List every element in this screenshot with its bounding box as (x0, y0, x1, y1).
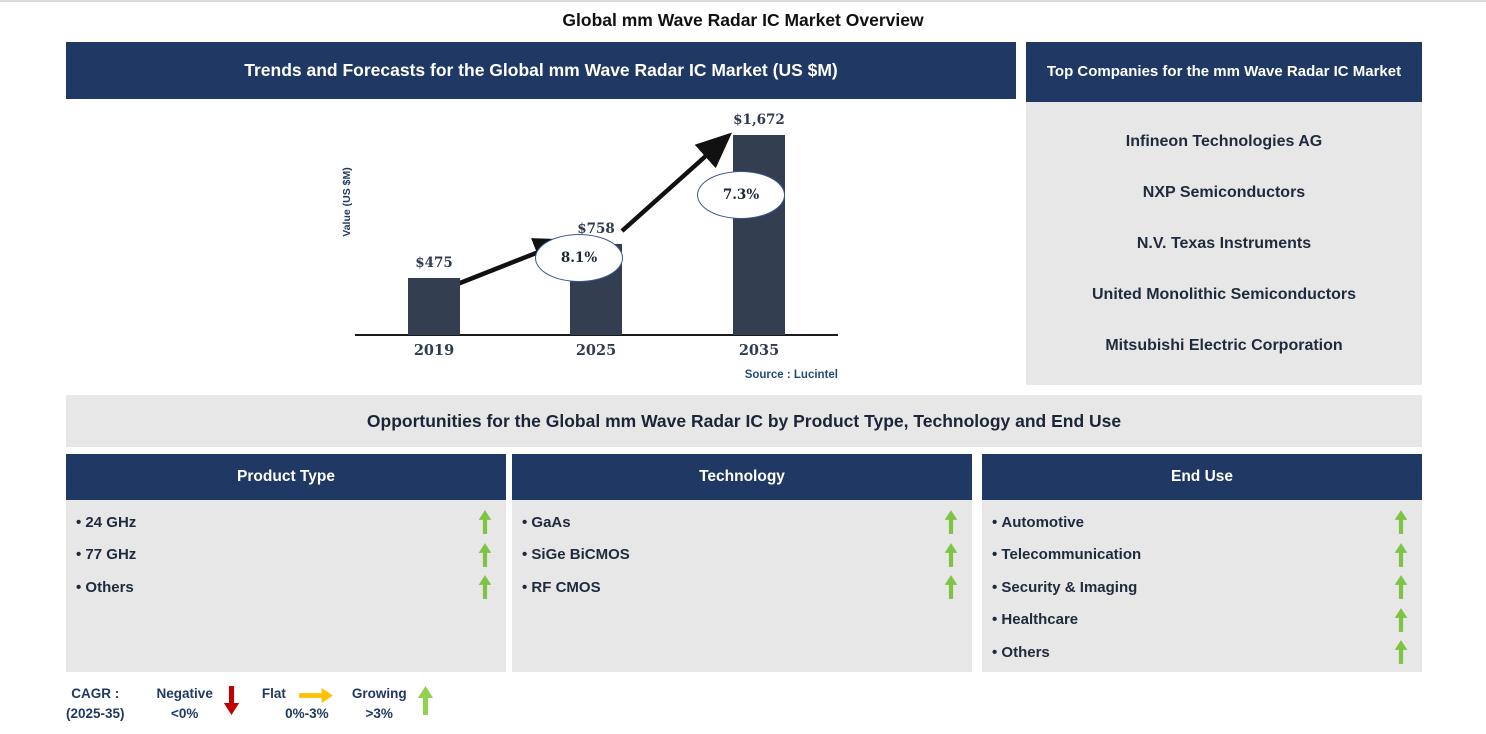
growing-up-arrow-icon (478, 510, 492, 534)
cagr-bubble-label: 8.1% (560, 250, 598, 266)
bar-group-2035: $1,672 (733, 112, 785, 335)
page-title: Global mm Wave Radar IC Market Overview (562, 10, 924, 30)
technology-list: GaAs SiGe BiCMOS RF CMOS (512, 500, 972, 672)
cagr-label: CAGR : (71, 686, 120, 701)
legend-growing-range: >3% (365, 705, 393, 721)
top-companies-header: Top Companies for the mm Wave Radar IC M… (1026, 42, 1422, 102)
bar-2019 (408, 278, 460, 335)
item-label: SiGe BiCMOS (522, 546, 944, 563)
item-label: RF CMOS (522, 579, 944, 596)
x-tick-2019: 2019 (413, 342, 455, 359)
technology-column: Technology GaAs SiGe BiCMOS RF CMOS (512, 454, 972, 672)
item-label: Others (992, 644, 1394, 661)
x-tick-2035: 2035 (738, 342, 780, 359)
legend-flat-label: Flat (261, 686, 286, 701)
list-item: Telecommunication (992, 539, 1408, 572)
end-use-column: End Use Automotive Telecommunication Sec… (982, 454, 1422, 672)
company-name: N.V. Texas Instruments (1136, 234, 1312, 252)
list-item: Security & Imaging (992, 571, 1408, 604)
opportunities-band-header: Opportunities for the Global mm Wave Rad… (66, 395, 1422, 447)
bar-2035 (733, 135, 785, 335)
list-item: Automotive (992, 506, 1408, 539)
legend-negative: Negative <0% (157, 684, 213, 723)
bar-value-label: $758 (577, 221, 615, 237)
trends-panel-header: Trends and Forecasts for the Global mm W… (66, 42, 1016, 99)
growing-up-arrow-icon (478, 543, 492, 567)
technology-header: Technology (512, 454, 972, 500)
legend-flat-range: 0%-3% (285, 705, 329, 721)
cagr-legend: CAGR : (2025-35) Negative <0% Flat 0%-3%… (66, 684, 434, 723)
list-item: SiGe BiCMOS (522, 539, 958, 572)
legend-growing-label: Growing (351, 686, 407, 701)
item-label: Others (76, 579, 478, 596)
end-use-list: Automotive Telecommunication Security & … (982, 500, 1422, 672)
cagr-bubble-2019-2025: 8.1% (535, 234, 623, 282)
company-name: Infineon Technologies AG (1125, 132, 1323, 150)
list-item: GaAs (522, 506, 958, 539)
bar-value-label: $475 (415, 255, 453, 271)
growing-up-arrow-icon (1394, 608, 1408, 632)
x-tick-2025: 2025 (575, 342, 617, 359)
item-label: 24 GHz (76, 514, 478, 531)
legend-growing: Growing >3% (352, 684, 407, 723)
cagr-legend-title: CAGR : (2025-35) (66, 684, 125, 723)
list-item: Others (992, 636, 1408, 669)
list-item: 77 GHz (76, 539, 492, 572)
item-label: Security & Imaging (992, 579, 1394, 596)
list-item: 24 GHz (76, 506, 492, 539)
top-companies-list: Infineon Technologies AG NXP Semiconduct… (1026, 102, 1422, 385)
growing-up-arrow-icon (944, 543, 958, 567)
bar-value-label: $1,672 (733, 112, 785, 128)
flat-right-arrow-icon (298, 688, 334, 703)
growth-trend-arrows (454, 132, 733, 288)
cagr-bubble-2025-2035: 7.3% (697, 171, 785, 219)
growing-up-arrow-icon (944, 510, 958, 534)
list-item: Healthcare (992, 604, 1408, 637)
legend-negative-label: Negative (156, 686, 213, 701)
company-name: NXP Semiconductors (1142, 183, 1306, 201)
legend-negative-range: <0% (170, 705, 199, 721)
growing-up-arrow-icon (478, 575, 492, 599)
item-label: GaAs (522, 514, 944, 531)
negative-down-arrow-icon (223, 684, 240, 717)
growing-up-arrow-icon (417, 684, 434, 717)
legend-flat: Flat 0%-3% (262, 684, 352, 723)
company-name: Mitsubishi Electric Corporation (1105, 336, 1343, 354)
growing-up-arrow-icon (944, 575, 958, 599)
list-item: RF CMOS (522, 571, 958, 604)
item-label: Telecommunication (992, 546, 1394, 563)
item-label: Healthcare (992, 611, 1394, 628)
growing-up-arrow-icon (1394, 510, 1408, 534)
market-bar-chart: Value (US $M) $475 $758 $1,672 2019 2025… (66, 99, 1016, 387)
growing-up-arrow-icon (1394, 575, 1408, 599)
product-type-list: 24 GHz 77 GHz Others (66, 500, 506, 672)
chart-x-axis-line (355, 334, 838, 336)
company-name: United Monolithic Semiconductors (1091, 285, 1356, 303)
product-type-column: Product Type 24 GHz 77 GHz Others (66, 454, 506, 672)
cagr-period: (2025-35) (66, 705, 125, 721)
top-companies-panel: Top Companies for the mm Wave Radar IC M… (1026, 42, 1422, 385)
product-type-header: Product Type (66, 454, 506, 500)
list-item: Others (76, 571, 492, 604)
chart-source-note: Source : Lucintel (744, 369, 838, 381)
item-label: 77 GHz (76, 546, 478, 563)
growing-up-arrow-icon (1394, 543, 1408, 567)
item-label: Automotive (992, 514, 1394, 531)
cagr-bubble-label: 7.3% (722, 187, 760, 203)
bar-group-2019: $475 (408, 255, 460, 335)
end-use-header: End Use (982, 454, 1422, 500)
growing-up-arrow-icon (1394, 640, 1408, 664)
